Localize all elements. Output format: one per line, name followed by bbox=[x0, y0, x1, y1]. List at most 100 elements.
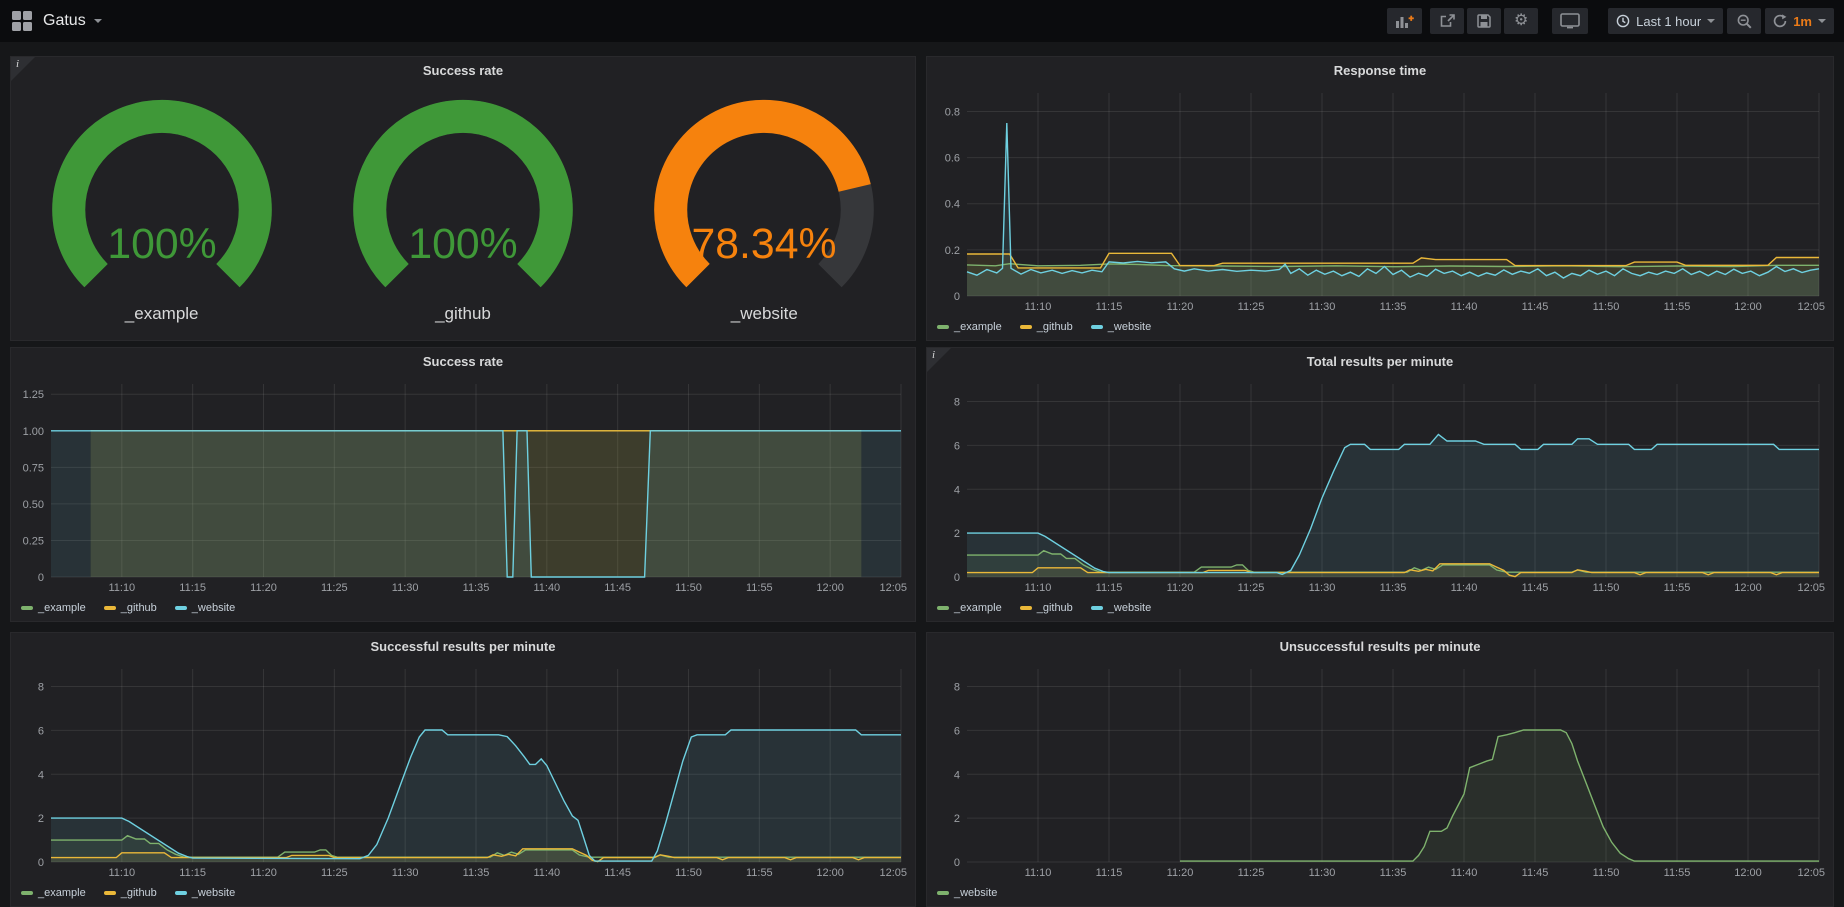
legend-item-_example[interactable]: _example bbox=[21, 602, 86, 614]
series-area-_example bbox=[90, 430, 862, 577]
x-tick-label: 11:10 bbox=[1025, 867, 1052, 879]
legend-item-_website[interactable]: _website bbox=[1090, 602, 1152, 614]
save-icon bbox=[1477, 14, 1491, 28]
y-tick-label: 0.2 bbox=[945, 245, 960, 257]
series-area-_example bbox=[51, 835, 901, 862]
chart-plot[interactable]: 11:10 11:15 11:20 11:25 11:30 11:35 11:40 11:45… bbox=[15, 661, 909, 880]
x-tick-label: 11:45 bbox=[604, 867, 631, 879]
x-tick-label: 12:00 bbox=[816, 867, 844, 879]
y-tick-label: 0 bbox=[38, 857, 44, 869]
x-tick-label: 11:15 bbox=[179, 867, 206, 879]
x-tick-label: 11:50 bbox=[1593, 867, 1620, 879]
legend-item-_website[interactable]: _website bbox=[1090, 321, 1151, 333]
chart-legend: _example _github _website bbox=[21, 885, 235, 901]
legend-item-_github[interactable]: _github bbox=[1019, 602, 1073, 614]
x-tick-label: 11:25 bbox=[1238, 582, 1265, 594]
legend-swatch bbox=[103, 606, 116, 610]
time-range-button[interactable]: Last 1 hour bbox=[1608, 8, 1724, 34]
x-tick-label: 11:40 bbox=[1451, 582, 1478, 594]
chart-legend: _example _github _website bbox=[937, 600, 1151, 616]
series-area-_example bbox=[967, 550, 1819, 577]
dashboard-title-dropdown[interactable]: Gatus bbox=[43, 12, 102, 30]
chart-plot[interactable]: 11:10 11:15 11:20 11:25 11:30 11:35 11:40 11:45… bbox=[931, 661, 1827, 880]
panel-info-corner[interactable] bbox=[927, 348, 951, 372]
x-tick-label: 11:40 bbox=[1451, 301, 1478, 313]
navbar-right: ⚙ Last 1 hour bbox=[1387, 8, 1844, 34]
panel-title[interactable]: Response time bbox=[1333, 63, 1427, 78]
chart-plot[interactable]: 11:10 11:15 11:20 11:25 11:30 11:35 11:40 11:45… bbox=[15, 376, 909, 595]
legend-item-_example[interactable]: _example bbox=[937, 321, 1002, 333]
legend-label: _example bbox=[954, 602, 1002, 614]
gauge-value: 78.34% bbox=[692, 220, 837, 268]
legend-label: _website bbox=[1107, 602, 1152, 614]
tv-icon bbox=[1560, 13, 1580, 29]
legend-item-_example[interactable]: _example bbox=[937, 602, 1002, 614]
chart-area: 11:10 11:15 11:20 11:25 11:30 11:35 11:40 11:45… bbox=[931, 85, 1827, 314]
chevron-down-icon bbox=[1818, 19, 1826, 23]
series-area-_github bbox=[967, 563, 1819, 577]
series-line-_website bbox=[966, 122, 1820, 279]
x-tick-label: 12:05 bbox=[879, 582, 907, 594]
chart-plot[interactable]: 11:10 11:15 11:20 11:25 11:30 11:35 11:40 11:45… bbox=[931, 376, 1827, 595]
gauge-label: _website bbox=[730, 304, 798, 323]
panel-title[interactable]: Success rate bbox=[422, 354, 504, 369]
x-tick-label: 12:05 bbox=[1797, 582, 1825, 594]
panel-title[interactable]: Success rate bbox=[422, 63, 504, 78]
y-tick-label: 0.50 bbox=[23, 499, 44, 511]
info-icon: i bbox=[16, 58, 20, 70]
y-tick-label: 0 bbox=[954, 291, 960, 303]
series-line-_example bbox=[51, 834, 901, 858]
x-tick-label: 11:45 bbox=[1522, 867, 1549, 879]
legend-item-_github[interactable]: _github bbox=[103, 887, 157, 899]
panel-info-corner[interactable] bbox=[11, 57, 35, 81]
gauge-arc: 100% bbox=[353, 99, 573, 288]
panel-successful-results: Successful results per minute 11:10 11:15… bbox=[10, 632, 916, 907]
series-line-_website bbox=[967, 433, 1819, 576]
chevron-down-icon bbox=[93, 19, 102, 23]
legend-label: _github bbox=[1036, 321, 1073, 333]
settings-button[interactable]: ⚙ bbox=[1504, 8, 1539, 34]
y-tick-label: 0.25 bbox=[23, 535, 44, 547]
legend-item-_website[interactable]: _website bbox=[937, 887, 997, 899]
x-tick-label: 11:30 bbox=[1309, 867, 1336, 879]
add-panel-button[interactable] bbox=[1387, 8, 1423, 34]
panel-title[interactable]: Successful results per minute bbox=[370, 639, 556, 654]
legend-item-_website[interactable]: _website bbox=[174, 602, 235, 614]
gauge-arc: 100% bbox=[51, 99, 272, 288]
legend-item-_website[interactable]: _website bbox=[174, 887, 236, 899]
legend-item-_github[interactable]: _github bbox=[103, 602, 157, 614]
cycle-view-button[interactable] bbox=[1552, 8, 1589, 34]
y-tick-label: 8 bbox=[38, 682, 44, 694]
x-tick-label: 11:35 bbox=[463, 582, 490, 594]
chart-area: 11:10 11:15 11:20 11:25 11:30 11:35 11:40 11:45… bbox=[15, 661, 909, 880]
share-button[interactable] bbox=[1430, 8, 1465, 34]
series-line-_github bbox=[967, 252, 1819, 269]
x-tick-label: 11:30 bbox=[392, 582, 419, 594]
apps-grid-icon[interactable] bbox=[12, 11, 32, 31]
legend-item-_github[interactable]: _github bbox=[1019, 321, 1073, 333]
series-area-_github bbox=[90, 430, 862, 577]
y-tick-label: 0 bbox=[954, 572, 960, 584]
refresh-button[interactable]: 1m bbox=[1765, 8, 1834, 34]
x-tick-label: 12:00 bbox=[1734, 301, 1762, 313]
panel-title[interactable]: Unsuccessful results per minute bbox=[1279, 639, 1481, 654]
legend-item-_example[interactable]: _example bbox=[21, 887, 86, 899]
legend-label: _github bbox=[1036, 602, 1073, 614]
settings-gear-icon: ⚙ bbox=[1513, 12, 1529, 29]
y-tick-label: 4 bbox=[954, 769, 960, 781]
y-tick-label: 2 bbox=[38, 813, 44, 825]
legend-label: _github bbox=[120, 887, 157, 899]
x-tick-label: 12:00 bbox=[1734, 867, 1762, 879]
legend-swatch bbox=[103, 891, 116, 895]
save-button[interactable] bbox=[1467, 8, 1502, 34]
legend-label: _website bbox=[191, 887, 236, 899]
refresh-interval-label: 1m bbox=[1793, 13, 1812, 29]
chart-plot[interactable]: 11:10 11:15 11:20 11:25 11:30 11:35 11:40 11:45… bbox=[931, 85, 1827, 314]
legend-label: _example bbox=[38, 887, 86, 899]
x-tick-label: 11:45 bbox=[1522, 582, 1549, 594]
zoom-out-button[interactable] bbox=[1727, 8, 1762, 34]
legend-label: _example bbox=[38, 602, 86, 614]
panel-title[interactable]: Total results per minute bbox=[1306, 354, 1454, 369]
x-tick-label: 11:25 bbox=[321, 867, 348, 879]
